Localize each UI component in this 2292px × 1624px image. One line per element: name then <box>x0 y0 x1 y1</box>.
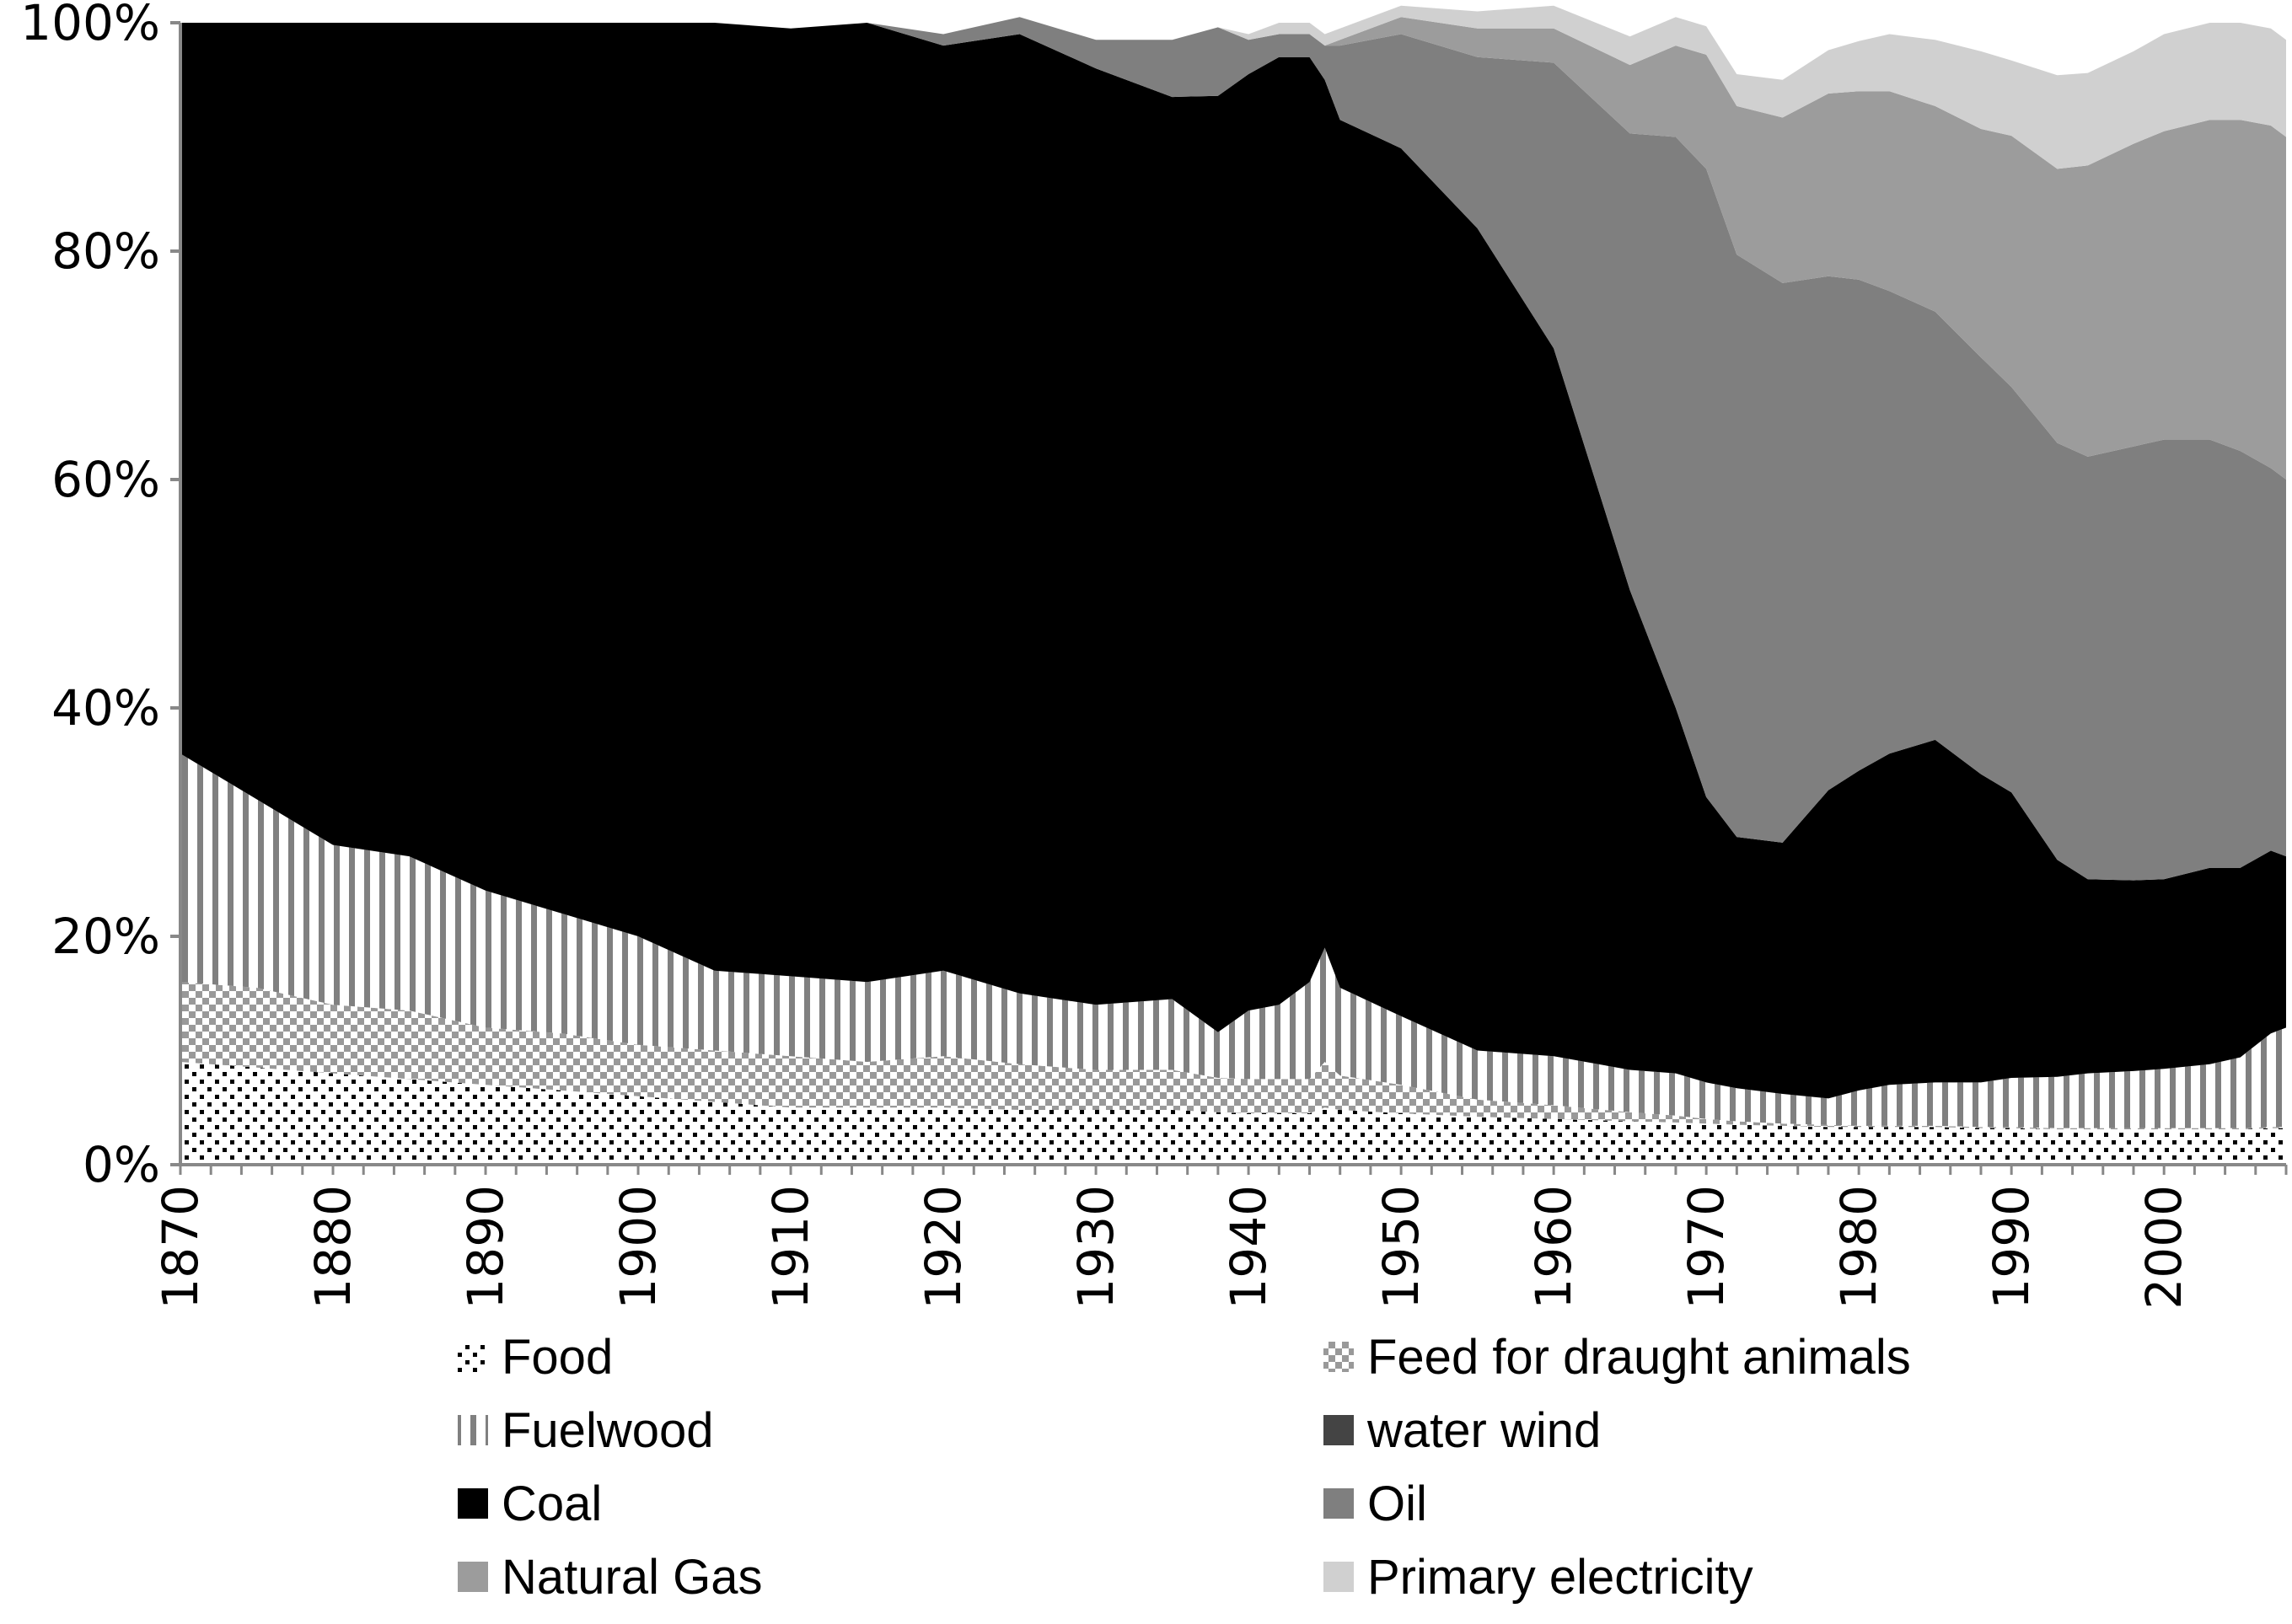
legend-label-food: Food <box>502 1330 613 1385</box>
y-ticks: 0% 20% 40% 60% 80% 100% <box>20 0 180 1193</box>
x-tick-label: 1940 <box>1220 1185 1277 1310</box>
x-tick-label: 1970 <box>1677 1185 1735 1310</box>
area-primary-electricity <box>180 5 2286 169</box>
x-tick-label: 1920 <box>915 1185 972 1310</box>
legend-swatch-oil <box>1323 1488 1354 1519</box>
y-tick-label: 20% <box>51 908 160 965</box>
y-tick-label: 0% <box>83 1136 160 1193</box>
x-tick-label: 1950 <box>1372 1185 1430 1310</box>
legend-label-primary-electricity: Primary electricity <box>1367 1550 1753 1605</box>
legend-label-natural-gas: Natural Gas <box>502 1550 762 1605</box>
y-tick-label: 60% <box>51 451 160 508</box>
area-food <box>180 1062 2286 1165</box>
x-tick-label: 2000 <box>2135 1185 2193 1310</box>
area-oil <box>180 17 2286 881</box>
x-tick-label: 1910 <box>762 1185 819 1310</box>
y-tick-label: 100% <box>20 0 160 51</box>
x-tick-label: 1890 <box>457 1185 514 1310</box>
x-tick-label: 1930 <box>1067 1185 1125 1310</box>
legend-swatch-food <box>458 1342 488 1372</box>
x-tick-label: 1980 <box>1830 1185 1887 1310</box>
area-natural-gas <box>180 17 2286 480</box>
area-feed-for-draught-animals <box>180 982 2286 1129</box>
legend-label-fuelwood: Fuelwood <box>502 1403 713 1458</box>
legend-swatch-coal <box>458 1488 488 1519</box>
legend-swatch-water-wind <box>1323 1415 1354 1445</box>
legend-label-water-wind: water wind <box>1366 1403 1601 1458</box>
legend-swatch-natural-gas <box>458 1562 488 1592</box>
legend-label-coal: Coal <box>502 1477 602 1531</box>
legend-label-feed-for-draught-animals: Feed for draught animals <box>1367 1330 1911 1385</box>
y-tick-label: 80% <box>51 222 160 280</box>
x-tick-label: 1870 <box>152 1185 209 1310</box>
legend-swatch-feed-for-draught-animals <box>1323 1342 1354 1372</box>
y-tick-label: 40% <box>51 679 160 737</box>
legend: Food Feed for draught animals Fuelwood wat… <box>458 1330 1911 1605</box>
legend-swatch-primary-electricity <box>1323 1562 1354 1592</box>
x-ticks: 1870 1880 1890 1900 1910 1920 1930 1940 1950 1960… <box>152 1165 2288 1310</box>
area-fuelwood <box>180 753 2286 1128</box>
area-layers <box>180 5 2286 1165</box>
axes <box>179 23 2286 1166</box>
x-tick-label: 1880 <box>304 1185 362 1310</box>
legend-swatch-fuelwood <box>458 1415 488 1445</box>
legend-label-oil: Oil <box>1367 1477 1427 1531</box>
x-tick-label: 1900 <box>609 1185 667 1310</box>
x-tick-label: 1960 <box>1525 1185 1582 1310</box>
area-coal <box>180 23 2286 1099</box>
x-tick-label: 1990 <box>1983 1185 2040 1310</box>
